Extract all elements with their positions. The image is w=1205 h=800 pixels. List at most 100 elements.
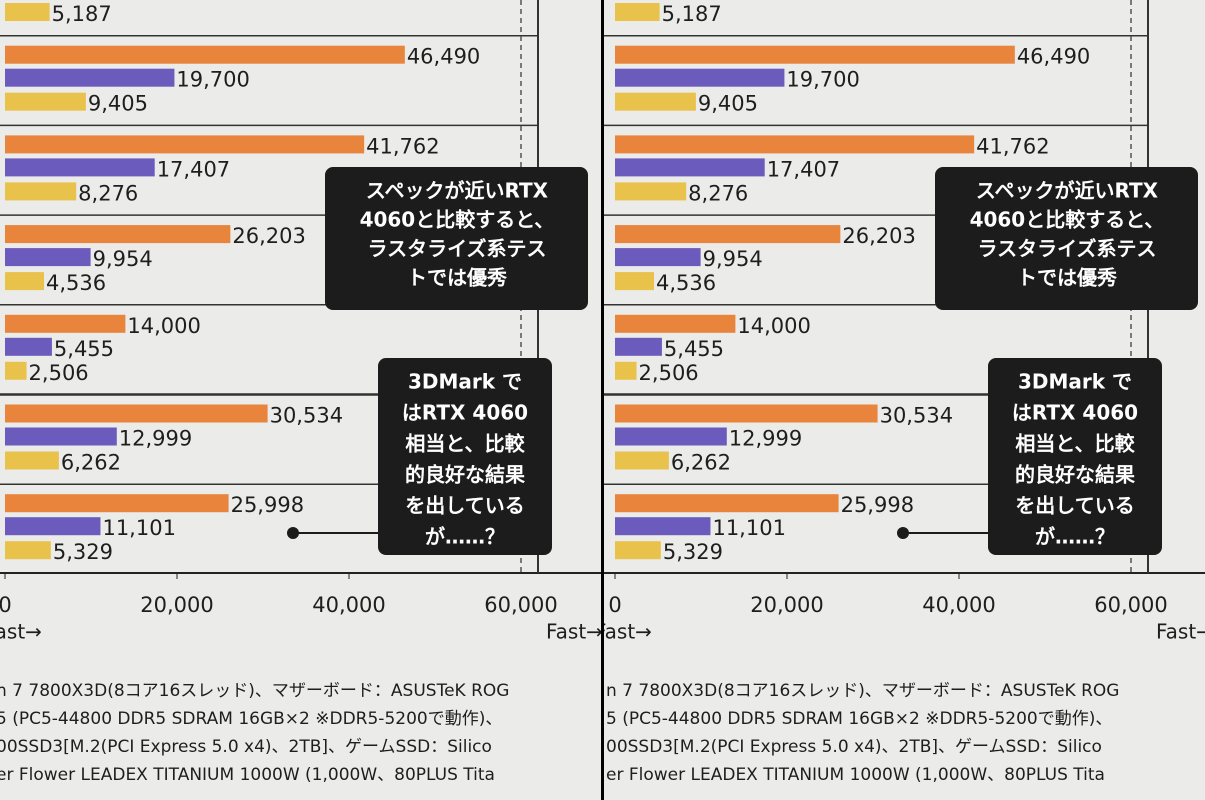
bar	[615, 45, 1015, 64]
value-label: 8,276	[78, 181, 138, 205]
value-label: 5,187	[662, 2, 722, 26]
value-label: 6,262	[671, 451, 731, 475]
callout-dot	[287, 527, 299, 539]
bar	[615, 451, 669, 470]
callout-box	[325, 167, 588, 310]
bar	[615, 427, 727, 446]
bar	[615, 337, 662, 356]
value-label: 11,101	[102, 516, 175, 540]
callout-box	[988, 358, 1162, 555]
bar	[5, 451, 59, 470]
footer-text: er Flower LEADEX TITANIUM 1000W (1,000W、…	[0, 765, 495, 785]
value-label: 2,506	[29, 361, 89, 385]
bar	[5, 158, 155, 177]
x-tick-label: 0	[608, 593, 621, 617]
bar	[5, 427, 117, 446]
value-label: 9,954	[93, 247, 153, 271]
value-label: 9,954	[703, 247, 763, 271]
callout-box	[378, 358, 552, 555]
callout-text: はRTX 4060	[1012, 401, 1138, 425]
callout-text: ラスタライズ系テス	[368, 237, 547, 261]
value-label: 4,536	[46, 271, 106, 295]
bar	[5, 361, 27, 380]
x-tick-label: 20,000	[140, 593, 213, 617]
callout-dot	[897, 527, 909, 539]
value-label: 5,455	[54, 337, 114, 361]
value-label: 4,536	[656, 271, 716, 295]
value-label: 5,455	[664, 337, 724, 361]
value-label: 12,999	[119, 427, 192, 451]
value-label: 5,187	[52, 2, 112, 26]
axis-note: Fast→	[1156, 620, 1205, 644]
value-label: 9,405	[88, 92, 148, 116]
bar	[615, 361, 637, 380]
callout-text: 4060と比較すると、	[970, 208, 1165, 232]
footer-text: 5 (PC5-44800 DDR5 SDRAM 16GB×2 ※DDR5-520…	[606, 709, 1112, 729]
value-label: 17,407	[157, 157, 230, 181]
value-label: 46,490	[407, 45, 480, 69]
bar	[5, 45, 405, 64]
bar	[5, 404, 268, 423]
bar	[615, 3, 660, 21]
x-tick-label: 60,000	[484, 593, 557, 617]
bar	[615, 92, 696, 111]
bar	[5, 68, 175, 87]
callout-text: はRTX 4060	[402, 401, 528, 425]
x-tick-label: 60,000	[1094, 593, 1167, 617]
value-label: 8,276	[688, 181, 748, 205]
value-label: 17,407	[767, 157, 840, 181]
bar	[5, 182, 77, 201]
callout-text: 相当と、比較	[405, 432, 525, 456]
bar	[615, 68, 785, 87]
bar	[5, 337, 52, 356]
callout-text: 相当と、比較	[1015, 432, 1135, 456]
value-label: 46,490	[1017, 45, 1090, 69]
bar	[615, 225, 841, 244]
bar	[5, 92, 86, 111]
callout-text: を出している	[1015, 494, 1134, 518]
callout-text: スペックが近いRTX	[366, 179, 549, 203]
x-tick-label: 40,000	[312, 593, 385, 617]
value-label: 19,700	[786, 68, 859, 92]
bar	[615, 494, 839, 513]
callout-text: トでは優秀	[1017, 266, 1117, 290]
bar	[615, 182, 687, 201]
value-label: 41,762	[976, 134, 1049, 158]
bar	[5, 3, 50, 21]
value-label: 14,000	[127, 314, 200, 338]
callout-text: 的良好な結果	[1015, 463, 1135, 487]
value-label: 12,999	[729, 427, 802, 451]
bar	[615, 517, 711, 536]
bar	[5, 517, 101, 536]
bar	[5, 225, 231, 244]
value-label: 25,998	[841, 493, 914, 517]
bar	[615, 135, 975, 154]
x-tick-label: 20,000	[750, 593, 823, 617]
bar	[5, 135, 365, 154]
footer-text: 00SSD3[M.2(PCI Express 5.0 x4)、2TB]、ゲームS…	[0, 737, 492, 757]
callout-box	[935, 167, 1198, 310]
chart-panel: 0 20,000 40,000 60,000 Fast→ Fast→ 46,490 41,76…	[0, 0, 601, 800]
footer-text: n 7 7800X3D(8コア16スレッド)、マザーボード：ASUSTeK RO…	[606, 681, 1119, 701]
bar	[615, 158, 765, 177]
value-label: 14,000	[737, 314, 810, 338]
callout-text: 3DMark で	[1018, 370, 1132, 394]
value-label: 5,329	[53, 540, 113, 564]
chart-panel: 0 20,000 40,000 60,000 Fast→ Fast→ 46,490 41,76…	[604, 0, 1205, 800]
callout-text: 3DMark で	[408, 370, 522, 394]
callout-text: を出している	[405, 494, 524, 518]
footer-text: er Flower LEADEX TITANIUM 1000W (1,000W、…	[606, 765, 1105, 785]
x-tick-label: 40,000	[922, 593, 995, 617]
callout-text: が……？	[1035, 525, 1115, 549]
bar	[615, 272, 655, 291]
bar	[615, 541, 661, 560]
axis-note: Fast→	[604, 620, 652, 644]
footer-text: 00SSD3[M.2(PCI Express 5.0 x4)、2TB]、ゲームS…	[606, 737, 1102, 757]
value-label: 6,262	[61, 451, 121, 475]
axis-note: Fast→	[546, 620, 601, 644]
value-label: 25,998	[231, 493, 304, 517]
footer-text: 5 (PC5-44800 DDR5 SDRAM 16GB×2 ※DDR5-520…	[0, 709, 502, 729]
callout-text: 的良好な結果	[405, 463, 525, 487]
callout-text: 4060と比較すると、	[360, 208, 555, 232]
value-label: 41,762	[366, 134, 439, 158]
